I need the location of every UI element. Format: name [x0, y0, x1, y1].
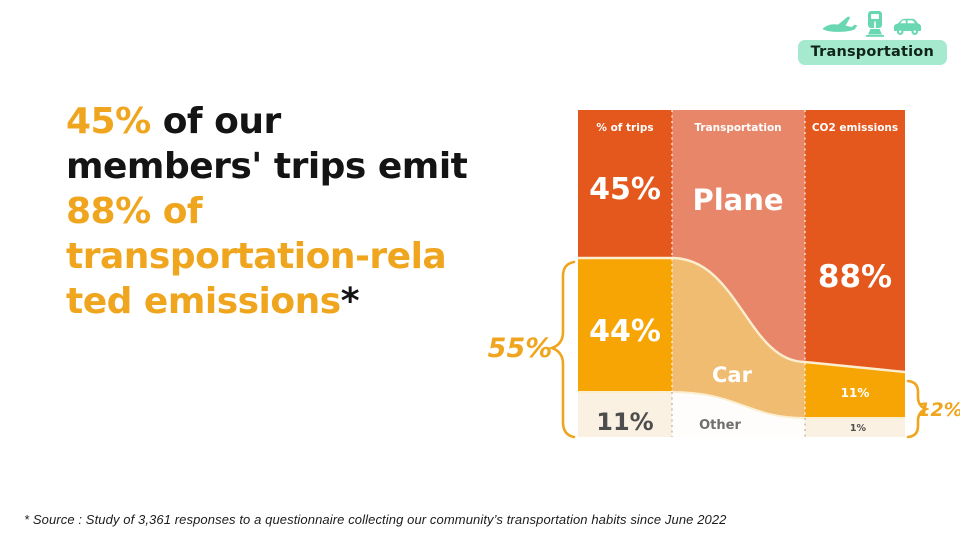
headline-line: 45% of our [66, 101, 281, 142]
flow-car [672, 258, 805, 418]
trips-car-band [578, 258, 672, 392]
headline: 45% of our members' trips emit 88% of tr… [66, 99, 496, 324]
trips-other-value: 11% [596, 408, 653, 436]
emissions-car-value: 11% [841, 386, 870, 400]
category-car-label: Car [712, 363, 753, 387]
flow-other [672, 392, 805, 437]
transportation-badge: Transportation [797, 40, 947, 65]
right-bracket-label: 12% [917, 399, 960, 421]
trips-plane-band [578, 110, 672, 258]
emissions-car-band [805, 362, 905, 418]
headline-line: ted emissions* [66, 281, 360, 322]
headline-line: members' trips emit [66, 146, 468, 187]
car-icon [893, 18, 921, 35]
column-header-trips: % of trips [596, 122, 653, 134]
footnote: * Source : Study of 3,361 responses to a… [24, 512, 727, 527]
train-icon [865, 11, 884, 37]
category-plane-label: Plane [692, 183, 783, 217]
left-bracket [548, 260, 576, 439]
emissions-other-band [805, 418, 905, 437]
headline-line: 88% of [66, 191, 203, 232]
category-other-label: Other [699, 418, 741, 433]
headline-line: transportation-rela [66, 236, 447, 277]
plane-car-divider [578, 256, 906, 374]
plane-icon [822, 16, 858, 32]
left-bracket-label: 55% [488, 333, 553, 364]
column-header-transportation: Transportation [694, 122, 781, 134]
emissions-plane-value: 88% [818, 259, 892, 295]
header-brand: Transportation [797, 10, 947, 65]
transport-icons [822, 10, 923, 37]
emissions-other-value: 1% [850, 423, 867, 434]
trips-car-value: 44% [589, 314, 661, 349]
right-bracket [906, 379, 930, 439]
trips-plane-value: 45% [589, 172, 661, 207]
trips-other-band [578, 392, 672, 437]
sankey-chart: % of trips Transportation CO2 emissions … [488, 110, 960, 439]
car-other-divider [578, 391, 905, 419]
column-header-emissions: CO2 emissions [812, 122, 898, 134]
